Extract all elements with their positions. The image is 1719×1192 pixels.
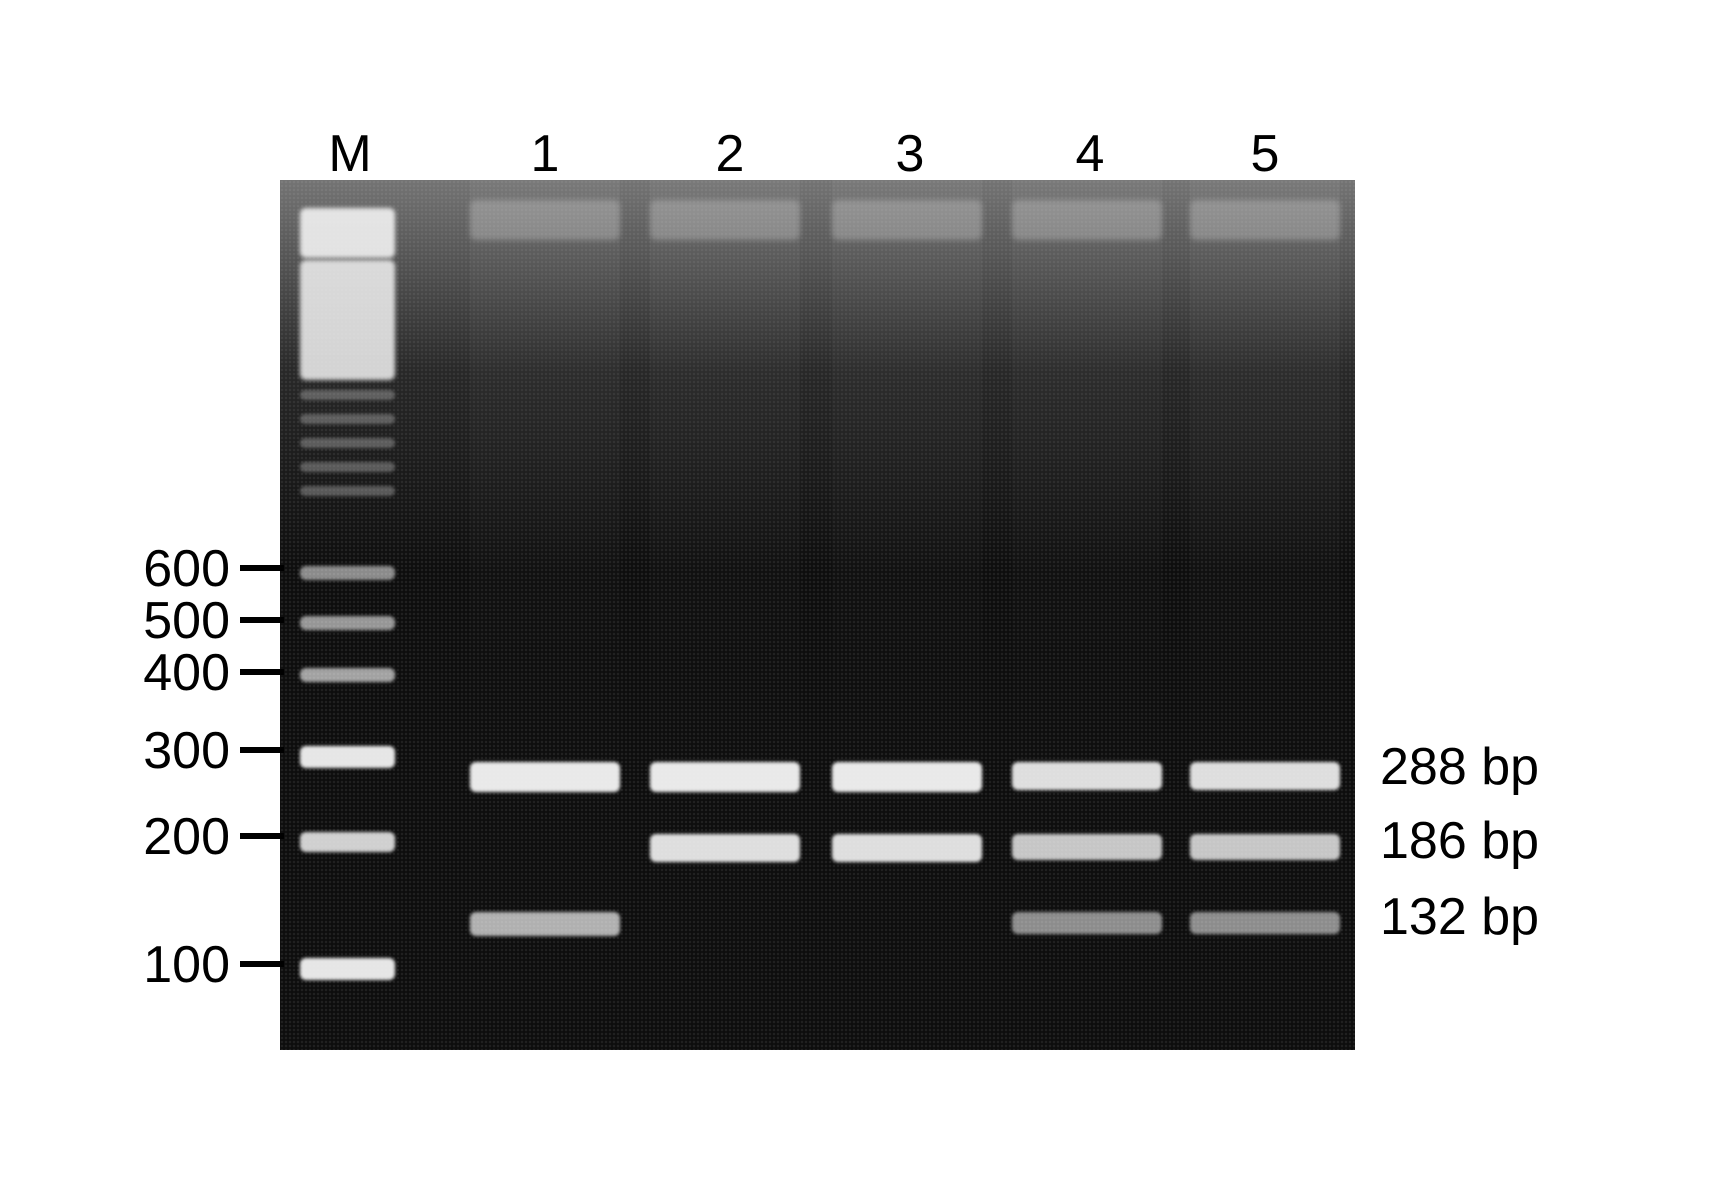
marker-tick-400 — [240, 669, 284, 675]
band-lane2-1 — [650, 834, 800, 862]
ladder-mid-1 — [300, 414, 395, 424]
marker-tick-600 — [240, 565, 284, 571]
lane-smear-2 — [650, 180, 800, 1050]
marker-tick-500 — [240, 617, 284, 623]
lane-header-4: 4 — [1065, 124, 1115, 184]
band-lane4-2 — [1012, 912, 1162, 934]
well-lane-4 — [1012, 200, 1162, 240]
band-lane5-2 — [1190, 912, 1340, 934]
lane-header-2: 2 — [705, 124, 755, 184]
band-lane3-1 — [832, 834, 982, 862]
band-lane4-1 — [1012, 834, 1162, 860]
marker-tick-100 — [240, 961, 284, 967]
well-lane-2 — [650, 200, 800, 240]
marker-label-100: 100 — [50, 935, 230, 995]
gel-figure: M 1 2 3 4 5 600500400 300 200 100 288 bp 186 bp 13… — [50, 50, 1670, 1142]
ladder-band-1 — [300, 616, 395, 630]
ladder-band-4 — [300, 832, 395, 852]
band-lane1-0 — [470, 762, 620, 792]
gel-image — [280, 180, 1355, 1050]
well-lane-5 — [1190, 200, 1340, 240]
ladder-well — [300, 208, 395, 258]
gel-bands-layer — [280, 180, 1355, 1050]
size-label-132-bp: 132 bp — [1380, 887, 1539, 947]
band-lane4-0 — [1012, 762, 1162, 790]
marker-label-200: 200 — [50, 807, 230, 867]
marker-label-600: 600 — [50, 539, 230, 599]
marker-label-500: 500 — [50, 591, 230, 651]
band-lane1-1 — [470, 912, 620, 936]
ladder-band-3 — [300, 746, 395, 768]
marker-tick-300 — [240, 747, 284, 753]
ladder-band-5 — [300, 958, 395, 980]
marker-tick-200 — [240, 833, 284, 839]
ladder-mid-4 — [300, 486, 395, 496]
marker-label-400: 400 — [50, 643, 230, 703]
lane-header-M: M — [325, 124, 375, 184]
lane-header-3: 3 — [885, 124, 935, 184]
well-lane-3 — [832, 200, 982, 240]
lane-smear-3 — [832, 180, 982, 1050]
marker-label-300: 300 — [50, 721, 230, 781]
band-lane2-0 — [650, 762, 800, 792]
ladder-top-block — [300, 260, 395, 380]
size-label-288-bp: 288 bp — [1380, 737, 1539, 797]
lane-header-5: 5 — [1240, 124, 1290, 184]
well-lane-1 — [470, 200, 620, 240]
ladder-mid-3 — [300, 462, 395, 472]
band-lane3-0 — [832, 762, 982, 792]
band-lane5-1 — [1190, 834, 1340, 860]
size-label-186-bp: 186 bp — [1380, 811, 1539, 871]
ladder-band-0 — [300, 566, 395, 580]
band-lane5-0 — [1190, 762, 1340, 790]
ladder-mid-2 — [300, 438, 395, 448]
lane-header-1: 1 — [520, 124, 570, 184]
ladder-band-2 — [300, 668, 395, 682]
ladder-mid-0 — [300, 390, 395, 400]
